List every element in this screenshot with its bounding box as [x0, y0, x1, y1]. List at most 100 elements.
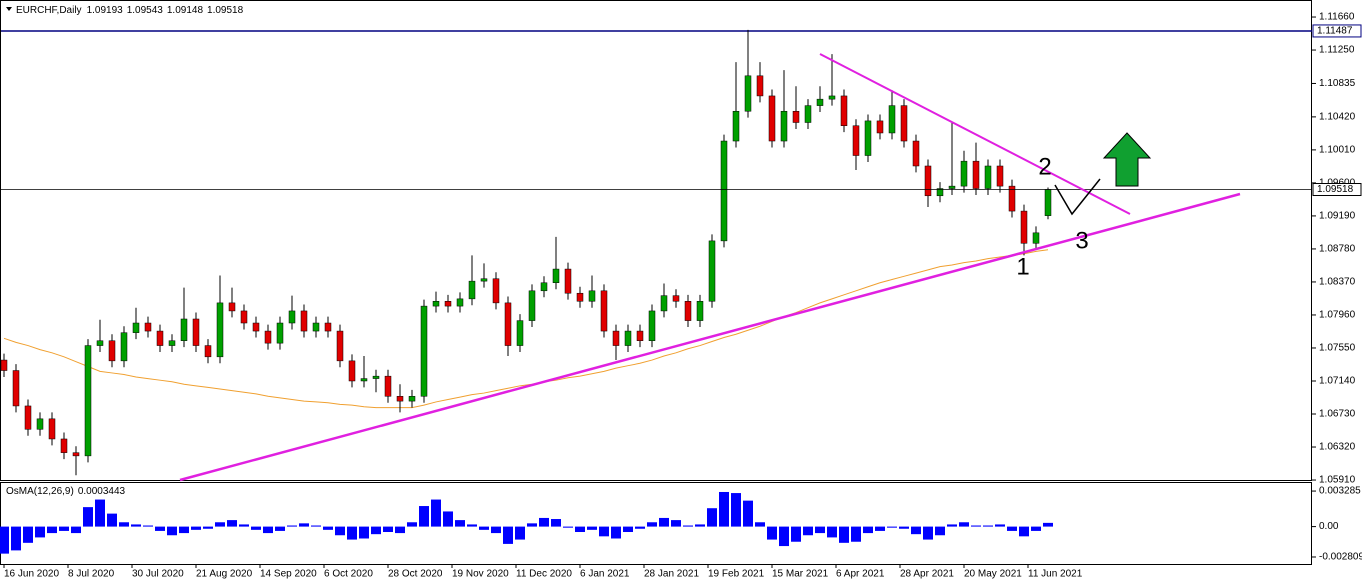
candle-body — [468, 280, 476, 300]
osma-bar — [971, 525, 981, 527]
osma-bar — [191, 526, 201, 530]
y-tick-label: 1.08780 — [1319, 244, 1356, 255]
candle-body — [684, 301, 692, 321]
candle-body — [936, 188, 944, 197]
osma-bar — [599, 526, 609, 537]
candle-body — [252, 322, 260, 332]
candle-body — [12, 370, 20, 407]
osma-bar — [287, 525, 297, 527]
open-value: 1.09193 — [87, 5, 124, 16]
osma-bar — [743, 500, 753, 527]
osma-bar — [755, 522, 765, 527]
check-mark — [1054, 178, 1101, 216]
osma-bar — [563, 526, 573, 528]
osma-bar — [1019, 526, 1029, 537]
osma-bar — [431, 499, 441, 527]
candle-body — [420, 305, 428, 397]
x-tick-label: 11 Dec 2020 — [516, 569, 572, 580]
candle-body — [96, 340, 104, 346]
high-value: 1.09543 — [127, 5, 164, 16]
osma-bar — [1031, 526, 1041, 531]
candle-body — [216, 302, 224, 358]
moving-average — [3, 249, 1049, 409]
osma-bar — [707, 508, 717, 527]
osma-bar — [671, 520, 681, 527]
wave-label: 2 — [1038, 153, 1051, 180]
osma-bar — [299, 523, 309, 527]
x-tick-label: 16 Jun 2020 — [4, 569, 59, 580]
candle-body — [336, 330, 344, 362]
x-tick-label: 20 May 2021 — [964, 569, 1022, 580]
osma-y-tick-label: -0.002809 — [1319, 552, 1362, 563]
candle-body — [744, 75, 752, 112]
candle-body — [24, 405, 32, 430]
candle-body — [852, 125, 860, 156]
candle-body — [48, 418, 56, 440]
osma-bar — [479, 526, 489, 530]
y-tick-label: 1.06730 — [1319, 409, 1356, 420]
osma-bar — [179, 526, 189, 534]
osma-bar — [515, 526, 525, 540]
osma-bar — [395, 526, 405, 534]
up-arrow — [1102, 132, 1152, 187]
x-tick-label: 19 Feb 2021 — [708, 569, 765, 580]
candle-body — [504, 302, 512, 346]
candle-body — [552, 268, 560, 284]
osma-bar — [407, 522, 417, 527]
osma-bar — [23, 526, 33, 543]
close-value: 1.09518 — [207, 5, 244, 16]
candle-body — [132, 322, 140, 333]
osma-bar — [83, 507, 93, 527]
candle-body — [108, 340, 116, 362]
osma-bar — [935, 526, 945, 536]
osma-bar — [827, 526, 837, 538]
y-tick-label: 1.08370 — [1319, 277, 1356, 288]
candle-body — [240, 310, 248, 324]
osma-bar — [611, 526, 621, 539]
candle-body — [636, 330, 644, 341]
candle-body — [204, 345, 212, 358]
candle-body — [1008, 185, 1016, 212]
y-tick-label: 1.07960 — [1319, 310, 1356, 321]
candle-body — [528, 290, 536, 321]
symbol: EURCHF,Daily — [16, 5, 82, 16]
osma-bar — [839, 526, 849, 543]
y-tick-label: 1.11660 — [1319, 12, 1355, 23]
candle-body — [72, 452, 80, 457]
candle-body — [0, 359, 8, 371]
osma-bar — [887, 526, 897, 528]
candle-body — [432, 301, 440, 307]
candle-body — [948, 185, 956, 189]
candle-body — [600, 290, 608, 332]
candle-body — [36, 418, 44, 430]
osma-bar — [695, 524, 705, 527]
osma-bar — [47, 526, 57, 534]
trendline-support — [179, 192, 1241, 482]
y-tick-label: 1.07140 — [1319, 376, 1356, 387]
candle-body — [972, 160, 980, 189]
osma-bar — [215, 522, 225, 527]
osma-bar — [851, 526, 861, 542]
y-tick-label: 1.10835 — [1319, 78, 1356, 89]
candle-body — [120, 332, 128, 362]
osma-bar — [107, 513, 117, 527]
osma-bar — [875, 526, 885, 531]
candle-body — [324, 322, 332, 332]
candle-body — [300, 310, 308, 332]
candle-body — [312, 322, 320, 332]
chart-header: EURCHF,Daily 1.09193 1.09543 1.09148 1.09518 — [16, 5, 244, 16]
candle-body — [156, 330, 164, 346]
candle-body — [624, 330, 632, 346]
osma-bar — [635, 526, 645, 529]
osma-bar — [923, 526, 933, 540]
x-tick-label: 28 Jan 2021 — [644, 569, 699, 580]
osma-title: OsMA(12,26,9) — [6, 486, 74, 497]
osma-bar — [251, 526, 261, 530]
x-tick-label: 28 Apr 2021 — [900, 569, 954, 580]
osma-bar — [803, 526, 813, 536]
candle-body — [864, 120, 872, 156]
candle-body — [768, 95, 776, 142]
osma-bar — [899, 526, 909, 529]
osma-bar — [647, 522, 657, 527]
price-label: 1.09518 — [1317, 184, 1354, 195]
